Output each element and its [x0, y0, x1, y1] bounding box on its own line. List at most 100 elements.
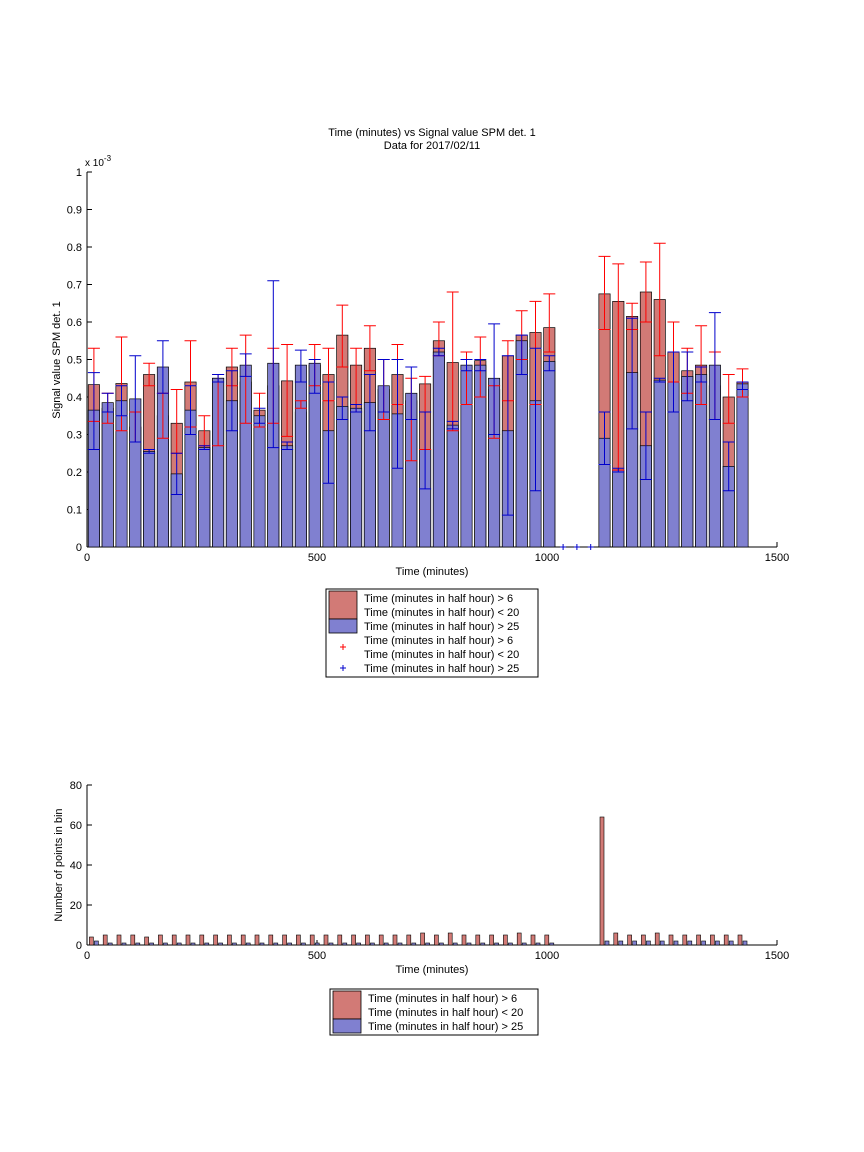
y-tick-label: 0.3 [67, 430, 82, 442]
blue-count-bar [218, 942, 223, 946]
red-count-bar [654, 932, 660, 946]
blue-bar [432, 351, 445, 548]
red-count-bar [668, 934, 674, 946]
legend-swatch [328, 618, 358, 634]
red-count-bar [503, 934, 508, 946]
legend-swatch [328, 590, 358, 620]
legend-label: Time (minutes in half hour) > 6 [364, 593, 513, 605]
blue-count-bar [701, 940, 706, 946]
red-count-bar [213, 934, 218, 946]
blue-bar [198, 447, 211, 548]
blue-count-bar [549, 942, 555, 946]
blue-count-bar [742, 940, 748, 946]
blue-bar [101, 402, 114, 548]
y-tick-label: 0.1 [67, 505, 82, 517]
x-tick-label: 500 [308, 552, 326, 564]
y-tick-label: 1 [76, 167, 82, 179]
blue-count-bar [328, 942, 334, 946]
red-count-bar [682, 934, 688, 946]
red-count-bar [309, 934, 315, 946]
red-count-bar [144, 936, 149, 946]
y-tick-label: 80 [70, 780, 82, 792]
red-count-bar [158, 934, 163, 946]
y-tick-label: 0.8 [67, 242, 82, 254]
blue-count-bar [494, 942, 499, 946]
blue-count-bar [508, 942, 513, 946]
x-tick-label: 1500 [765, 950, 789, 962]
blue-bar [653, 379, 666, 548]
chart-title-line1: Time (minutes) vs Signal value SPM det. … [328, 127, 535, 139]
legend-box [325, 588, 539, 678]
x-tick-label: 0 [84, 552, 90, 564]
y-tick-label: 0.6 [67, 317, 82, 329]
x-tick-label: 0 [84, 950, 90, 962]
red-count-bar [461, 934, 467, 946]
blue-count-bar [190, 942, 196, 946]
red-count-bar [641, 934, 646, 946]
blue-count-bar [728, 940, 734, 946]
blue-count-bar [632, 940, 637, 946]
count-chart: 0 500 1000 1500 0 20 40 60 80 [70, 780, 789, 962]
blue-count-bar [659, 940, 665, 946]
blue-count-bar [342, 942, 348, 946]
legend-label: Time (minutes in half hour) > 6 [364, 635, 513, 647]
blue-count-bar [94, 940, 99, 946]
legend-swatch [332, 1018, 362, 1034]
blue-count-bar [204, 942, 210, 946]
blue-count-bar [535, 942, 541, 946]
blue-bar [612, 469, 625, 548]
blue-bar [736, 383, 749, 548]
red-count-bar [337, 934, 343, 946]
blue-count-bar [314, 942, 320, 946]
blue-count-bar [107, 942, 113, 946]
y-tick-label: 0.9 [67, 205, 82, 217]
blue-bar [336, 406, 349, 548]
red-count-bar [227, 934, 232, 946]
legend-label: Time (minutes in half hour) > 6 [368, 993, 517, 1005]
legend-label: Time (minutes in half hour) < 20 [364, 649, 519, 661]
signal-chart: 0 500 1000 1500 0 0.1 0.2 0.3 0.4 0.5 0.6 0.7 0.8 0.9… [67, 167, 790, 564]
top-y-axis-label: Signal value SPM det. 1 [51, 301, 63, 418]
blue-count-bar [480, 942, 486, 946]
x-tick-label: 1000 [535, 950, 559, 962]
blue-count-bar [287, 942, 292, 946]
top-y-exponent: x 10-3 [85, 154, 112, 169]
blue-count-bar [425, 942, 430, 946]
y-tick-label: 20 [70, 900, 82, 912]
blue-count-bar [121, 942, 127, 946]
blue-count-bar [397, 942, 403, 946]
blue-count-bar [521, 942, 527, 946]
red-count-bar [530, 934, 536, 946]
legend-swatch [332, 990, 362, 1020]
bottom-legend: Time (minutes in half hour) > 6 Time (min… [329, 988, 539, 1036]
red-count-bar [627, 934, 632, 946]
x-tick-label: 1000 [535, 552, 559, 564]
blue-count-bar [618, 940, 624, 946]
blue-count-bar [176, 942, 182, 946]
legend-label: Time (minutes in half hour) > 25 [364, 621, 519, 633]
red-count-bar [544, 934, 550, 946]
blue-count-bar [149, 942, 154, 946]
y-tick-label: 0 [76, 542, 82, 554]
red-count-bar [351, 934, 356, 946]
red-count-bar [185, 934, 191, 946]
blue-bar [253, 415, 266, 548]
red-count-bar [199, 934, 205, 946]
blue-count-bar [245, 942, 251, 946]
red-count-bar [613, 932, 619, 946]
y-tick-label: 40 [70, 860, 82, 872]
y-tick-label: 60 [70, 820, 82, 832]
red-count-bar [475, 934, 481, 946]
blue-count-bar [356, 942, 361, 946]
blue-count-bar [273, 942, 279, 946]
red-count-bar [89, 936, 94, 946]
red-count-bar [420, 932, 425, 946]
blue-count-bar [466, 942, 472, 946]
red-count-bar [365, 934, 370, 946]
red-count-bar [392, 934, 398, 946]
chart-title-line2: Data for 2017/02/11 [384, 140, 480, 152]
red-count-bar [323, 934, 329, 946]
blue-count-bar [259, 942, 265, 946]
red-count-bar [434, 934, 439, 946]
red-count-bar [240, 934, 246, 946]
